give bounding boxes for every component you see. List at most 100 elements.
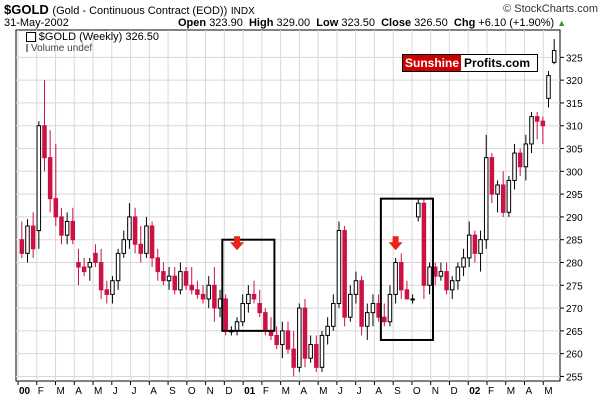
candle-body xyxy=(110,280,115,295)
x-tick-label: J xyxy=(113,386,118,397)
candle-body xyxy=(455,266,461,282)
y-tick-label: 290 xyxy=(566,213,583,224)
candle-body xyxy=(64,220,70,236)
x-tick-label: A xyxy=(150,386,157,397)
chart-exchange: INDX xyxy=(230,6,255,17)
candle-body xyxy=(183,271,189,286)
candle-body xyxy=(495,184,500,195)
legend-series: $GOLD (Weekly) 326.50 xyxy=(26,31,159,43)
candle-body xyxy=(314,344,319,368)
x-tick-label: A xyxy=(75,386,82,397)
candle-body xyxy=(189,284,194,291)
x-tick-label: M xyxy=(94,386,102,397)
x-tick-label: M xyxy=(507,386,515,397)
candle-body xyxy=(240,303,245,323)
y-tick-label: 315 xyxy=(566,99,583,110)
candle-body xyxy=(523,143,529,168)
candle-body xyxy=(76,261,81,268)
candle-body xyxy=(500,184,506,213)
candle-body xyxy=(387,293,393,323)
candle-body xyxy=(365,312,370,327)
y-tick-label: 295 xyxy=(566,190,583,201)
y-tick-label: 320 xyxy=(566,76,583,87)
x-tick-label: D xyxy=(225,386,232,397)
x-tick-label: A xyxy=(375,386,382,397)
candle-body xyxy=(483,157,489,241)
low-value: 323.50 xyxy=(341,17,375,29)
legend-series-label: $GOLD (Weekly) 326.50 xyxy=(38,31,160,43)
candle-body xyxy=(144,225,149,254)
legend-candle-icon xyxy=(26,32,36,43)
candle-body xyxy=(382,316,387,323)
candle-body xyxy=(166,275,172,282)
candle-body xyxy=(291,348,296,368)
candle-body xyxy=(370,303,376,314)
candle-body xyxy=(200,293,206,300)
y-tick-label: 270 xyxy=(566,304,583,315)
candle-body xyxy=(149,225,155,259)
down-arrow-icon xyxy=(388,236,403,251)
candle-body xyxy=(19,239,25,254)
candle-body xyxy=(540,120,546,127)
chart-title: $GOLD (Gold - Continuous Contract (EOD))… xyxy=(4,2,255,17)
open-value: 323.90 xyxy=(209,17,243,29)
candle-body xyxy=(410,298,415,301)
close-value: 326.50 xyxy=(414,17,448,29)
candle-body xyxy=(70,220,76,241)
candle-body xyxy=(302,307,308,359)
candle-body xyxy=(263,312,268,332)
chart-symbol: $GOLD xyxy=(4,2,49,17)
x-tick-label: A xyxy=(300,386,307,397)
x-tick-label: F xyxy=(263,386,269,397)
candle-body xyxy=(234,321,240,332)
candle-body xyxy=(42,125,47,159)
y-tick-label: 280 xyxy=(566,258,583,269)
candle-body xyxy=(93,252,98,263)
x-tick-label: O xyxy=(413,386,421,397)
candle-body xyxy=(427,266,432,286)
x-tick-label: N xyxy=(432,386,439,397)
y-tick-label: 275 xyxy=(566,281,583,292)
brand-logo: Sunshine Profits.com xyxy=(402,54,538,72)
brand-part2: Profits.com xyxy=(464,56,531,70)
candle-body xyxy=(438,271,444,277)
y-tick-label: 265 xyxy=(566,327,583,338)
candle-body xyxy=(25,225,30,254)
candle-body xyxy=(172,275,177,291)
down-arrow-icon xyxy=(230,236,245,251)
candle-body xyxy=(359,280,364,327)
candle-body xyxy=(478,239,483,254)
candle-body xyxy=(115,252,121,282)
candle-body xyxy=(104,289,110,295)
y-tick-label: 305 xyxy=(566,145,583,156)
candle-body xyxy=(512,152,517,181)
x-tick-label: M xyxy=(57,386,65,397)
legend-volume-label: Volume undef xyxy=(31,43,93,54)
open-label: Open xyxy=(178,17,207,29)
candle-body xyxy=(223,298,228,332)
legend-volume: Volume undef xyxy=(26,43,92,54)
candle-body xyxy=(155,257,161,273)
candle-body xyxy=(47,157,53,200)
candle-body xyxy=(195,289,200,295)
candle-body xyxy=(353,280,359,295)
candle-body xyxy=(546,75,551,99)
x-tick-label: J xyxy=(338,386,343,397)
candle-body xyxy=(449,280,455,291)
x-tick-label: F xyxy=(38,386,44,397)
candle-body xyxy=(30,225,36,250)
candle-body xyxy=(257,303,262,314)
y-tick-label: 325 xyxy=(566,53,583,64)
high-value: 329.00 xyxy=(276,17,311,29)
candle-body xyxy=(421,202,427,286)
candle-body xyxy=(432,266,438,277)
candle-body xyxy=(444,271,449,291)
candle-body xyxy=(59,216,64,236)
candle-body xyxy=(342,230,347,318)
volume-bar-icon xyxy=(26,44,28,53)
x-tick-label: O xyxy=(188,386,196,397)
candle-body xyxy=(127,216,132,241)
candle-body xyxy=(551,50,557,63)
